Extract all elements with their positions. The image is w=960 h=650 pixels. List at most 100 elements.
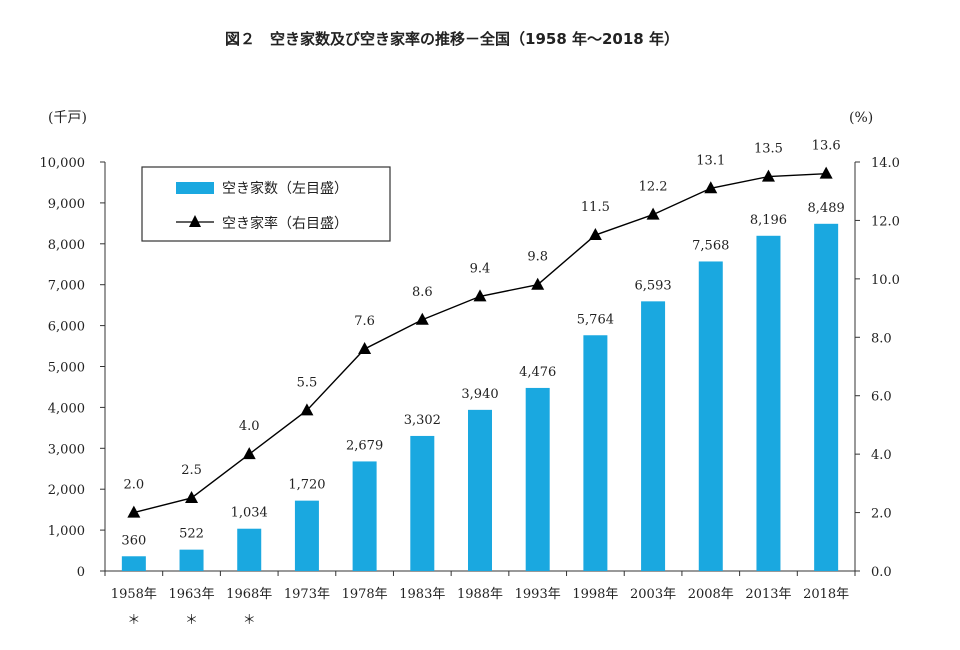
bar-value-label: 8,196 [750,213,787,228]
bar-value-label: 1,720 [288,478,325,493]
rate-value-label: 2.0 [124,478,145,493]
bar-value-label: 3,940 [461,387,498,402]
rate-value-label: 8.6 [412,285,433,300]
right-tick-label: 6.0 [871,390,892,405]
bar-value-label: 6,593 [634,278,671,293]
left-tick-label: 9,000 [48,197,85,212]
x-tick-label: 1998年 [572,587,618,602]
left-tick-label: 5,000 [48,361,85,376]
bar [410,435,435,571]
bar [468,409,492,571]
bar [352,461,377,571]
bar [641,301,666,571]
rate-point [819,166,833,179]
x-tick-label: 1983年 [399,587,445,602]
left-tick-label: 0 [77,565,85,580]
right-tick-label: 10.0 [871,273,900,288]
right-axis-unit: (%) [849,110,873,126]
bars-layer [121,223,839,571]
rate-value-label: 12.2 [639,180,668,195]
bar [294,500,319,571]
bar [814,223,839,571]
rate-value-label: 9.8 [527,250,548,265]
legend-line-label: 空き家率（右目盛） [222,215,348,232]
rate-point [704,181,718,194]
x-tick-label: 2008年 [688,587,734,602]
legend-bar-swatch [176,182,214,194]
x-tick-label: 1963年 [168,587,214,602]
rate-point [761,169,775,182]
rate-point [588,228,602,241]
left-tick-label: 10,000 [40,156,86,171]
rate-point [242,447,256,460]
rate-point [531,277,545,290]
x-tick-label: 1958年 [111,587,157,602]
left-tick-label: 7,000 [48,279,85,294]
legend-box [141,166,391,242]
bar-value-label: 522 [179,527,204,542]
bar [525,387,550,571]
bar [121,556,146,571]
left-tick-label: 8,000 [48,238,85,253]
x-tick-label: 1968年 [226,587,272,602]
bar [698,261,723,571]
bar-value-label: 4,476 [519,365,556,380]
left-tick-label: 1,000 [48,524,85,539]
labels-layer: 360 522 1,034 1,720 2,679 3,302 3,940 4,476 5,76… [121,139,844,549]
x-asterisk: ＊ [127,613,140,628]
x-tick-label: 2003年 [630,587,676,602]
legend: 空き家数（左目盛） 空き家率（右目盛） [141,166,391,242]
bar-value-label: 1,034 [231,506,268,521]
rate-value-label: 13.6 [812,139,841,154]
bar-value-label: 7,568 [692,238,729,253]
x-tick-label: 1978年 [342,587,388,602]
rate-point [473,289,487,302]
right-tick-label: 12.0 [871,214,900,229]
bar [179,549,204,571]
chart-title: 図２ 空き家数及び空き家率の推移－全国（1958 年～2018 年） [225,30,679,48]
rate-value-label: 13.5 [754,142,783,157]
legend-triangle-icon [189,215,201,227]
rate-point [300,403,314,416]
rate-value-label: 11.5 [581,200,610,215]
left-tick-label: 2,000 [48,483,85,498]
bar-value-label: 2,679 [346,438,383,453]
rate-point [127,505,141,518]
rate-value-label: 9.4 [470,261,491,276]
rate-value-label: 4.0 [239,419,260,434]
left-axis-unit: (千戸) [48,110,87,126]
rate-point [185,490,199,503]
bar-value-label: 3,302 [404,413,441,428]
rate-point [358,341,372,354]
right-tick-label: 14.0 [871,156,900,171]
left-tick-label: 3,000 [48,442,85,457]
left-tick-label: 6,000 [48,320,85,335]
left-tick-label: 4,000 [48,401,85,416]
line-layer [127,166,833,518]
rate-value-label: 2.5 [181,463,202,478]
right-tick-label: 8.0 [871,331,892,346]
x-tick-label: 1993年 [515,587,561,602]
bar-value-label: 5,764 [577,312,614,327]
bar-value-label: 360 [121,533,146,548]
rate-value-label: 7.6 [354,314,375,329]
x-asterisk: ＊ [185,613,198,628]
bar [756,235,781,571]
rate-value-label: 13.1 [696,153,725,168]
right-tick-label: 0.0 [871,565,892,580]
axes-layer: 0 1,000 2,000 3,000 4,000 5,000 6,000 7,000 8,00… [40,156,900,628]
rate-value-label: 5.5 [297,375,318,390]
legend-bar-label: 空き家数（左目盛） [222,180,348,197]
x-asterisk: ＊ [243,613,256,628]
x-tick-label: 1988年 [457,587,503,602]
right-tick-label: 2.0 [871,507,892,522]
x-tick-label: 2018年 [803,587,849,602]
rate-point [415,312,429,325]
bar [237,528,262,571]
bar [583,335,608,571]
bar-value-label: 8,489 [808,201,845,216]
right-tick-label: 4.0 [871,448,892,463]
rate-point [646,207,660,220]
